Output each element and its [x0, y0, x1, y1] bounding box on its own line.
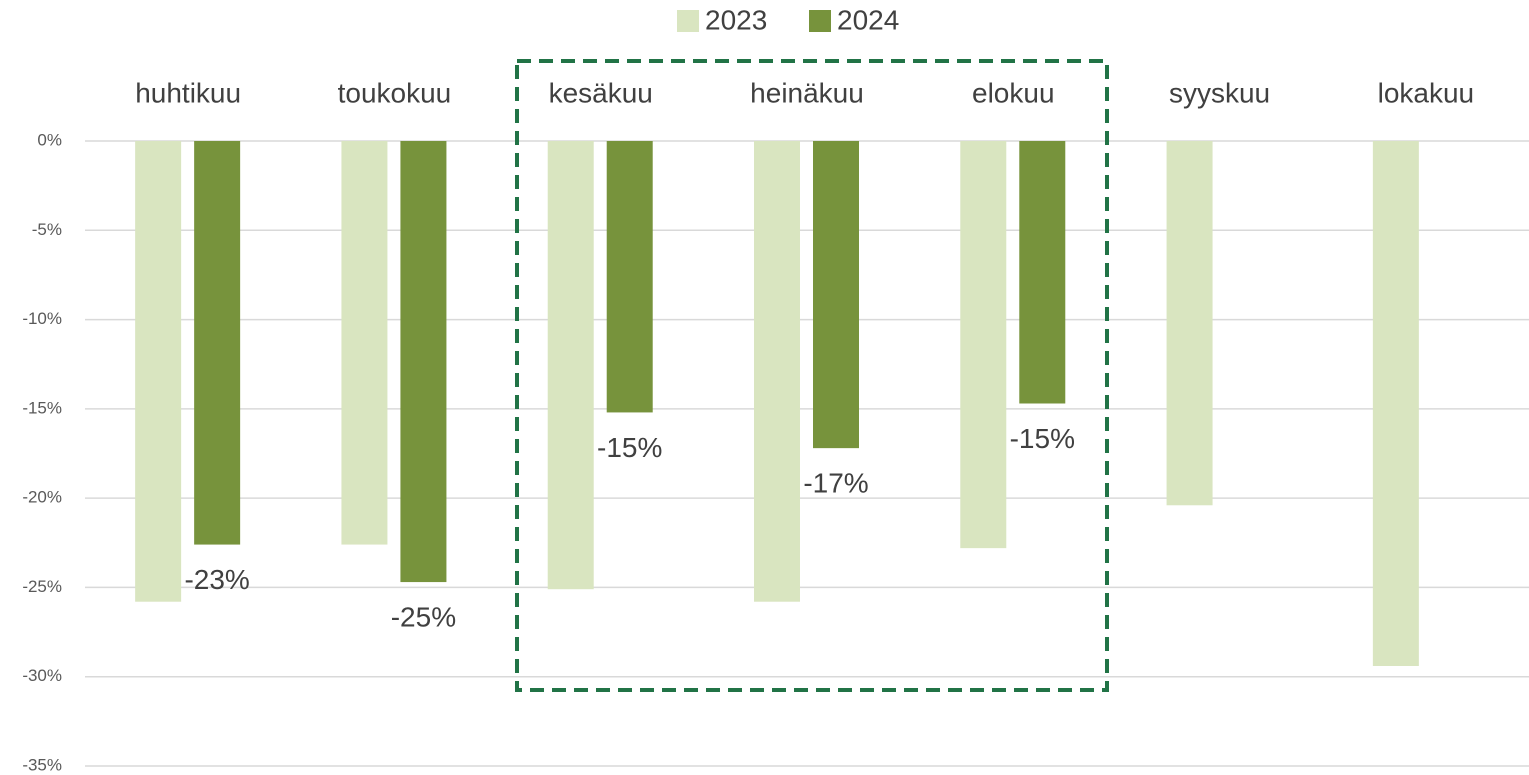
bar — [813, 141, 859, 449]
data-label: -23% — [184, 564, 249, 595]
legend-label: 2023 — [705, 4, 767, 35]
y-tick-label: -15% — [22, 398, 62, 417]
y-tick-label: -35% — [22, 755, 62, 774]
bar — [400, 141, 447, 583]
category-label: toukokuu — [338, 77, 452, 108]
bar — [547, 141, 594, 590]
bar — [960, 141, 1007, 549]
category-label: elokuu — [972, 77, 1055, 108]
legend-swatch — [809, 10, 831, 32]
category-label: heinäkuu — [750, 77, 864, 108]
bar — [341, 141, 388, 545]
bar — [1166, 141, 1213, 506]
y-tick-label: 0% — [37, 130, 62, 149]
y-tick-label: -5% — [32, 220, 62, 239]
y-tick-label: -20% — [22, 488, 62, 507]
category-label: syyskuu — [1169, 77, 1270, 108]
y-tick-label: -30% — [22, 666, 62, 685]
category-label: lokakuu — [1378, 77, 1475, 108]
y-tick-label: -25% — [22, 577, 62, 596]
bar — [1372, 141, 1419, 666]
category-label: huhtikuu — [135, 77, 241, 108]
highlight-box — [515, 59, 1109, 692]
data-label: -15% — [597, 432, 662, 463]
legend-swatch — [677, 10, 699, 32]
bar — [754, 141, 800, 602]
bar — [606, 141, 653, 413]
bar — [135, 141, 182, 602]
legend-label: 2024 — [837, 4, 899, 35]
data-label: -25% — [391, 601, 456, 632]
bar — [194, 141, 241, 545]
bar — [1019, 141, 1066, 404]
category-label: kesäkuu — [549, 77, 653, 108]
data-label: -15% — [1010, 423, 1075, 454]
data-label: -17% — [803, 468, 868, 499]
y-tick-label: -10% — [22, 309, 62, 328]
